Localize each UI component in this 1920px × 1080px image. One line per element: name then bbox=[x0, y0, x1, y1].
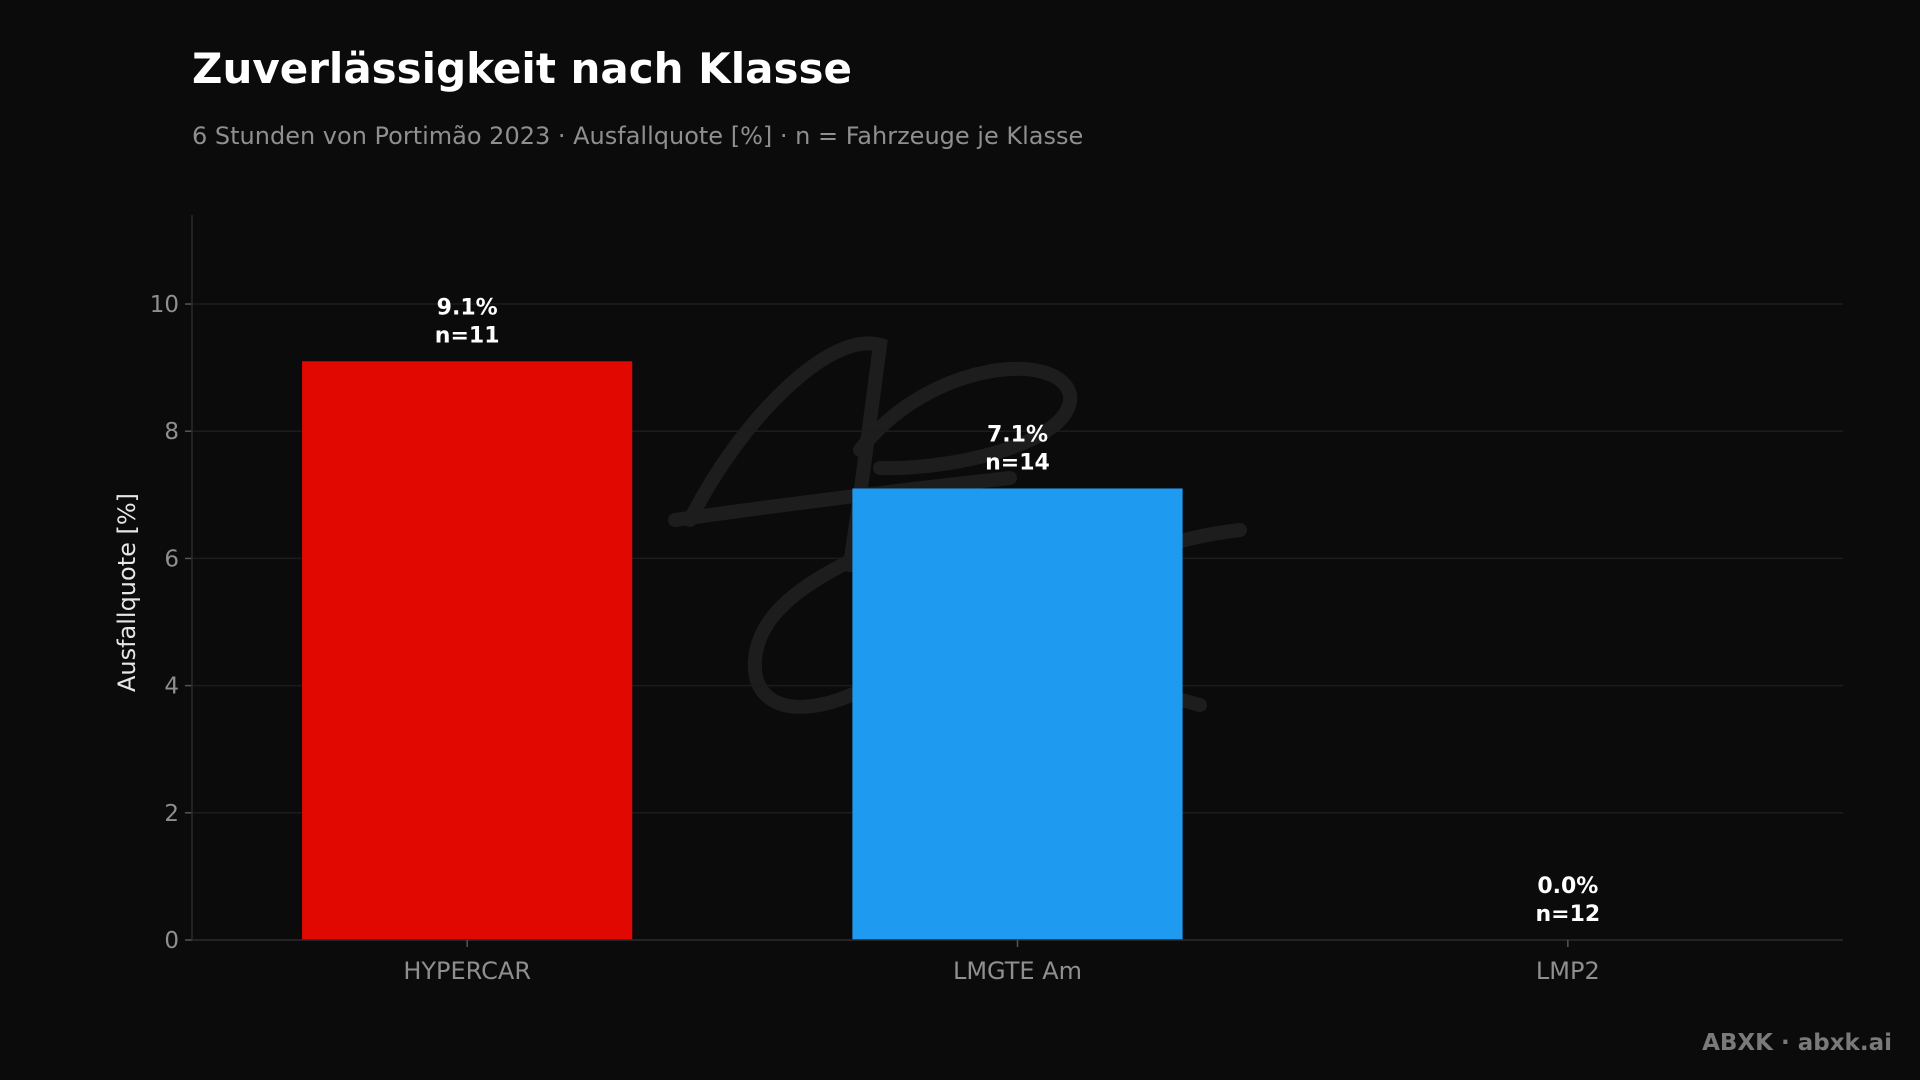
y-tick-label: 2 bbox=[164, 801, 179, 827]
chart-axes: 0 2 4 6 8 10 Ausfallquote [%] HYPERCAR LMGTE Am L… bbox=[113, 215, 1843, 985]
bar-n-label: n=14 bbox=[985, 450, 1050, 475]
y-tick-label: 10 bbox=[150, 292, 179, 318]
bar-value-label: 7.1% bbox=[987, 422, 1048, 447]
y-tick-label: 8 bbox=[164, 419, 179, 445]
bar-value-label: 0.0% bbox=[1537, 874, 1598, 899]
y-tick-label: 6 bbox=[164, 546, 179, 572]
y-tick-label: 0 bbox=[164, 928, 179, 954]
bar-lmgte-am bbox=[852, 488, 1183, 940]
chart-subtitle: 6 Stunden von Portimão 2023 · Ausfallquo… bbox=[192, 122, 1084, 150]
chart-bars bbox=[302, 361, 1183, 940]
x-tick-label: LMGTE Am bbox=[953, 957, 1082, 985]
bar-value-label: 9.1% bbox=[437, 295, 498, 320]
bar-n-label: n=12 bbox=[1535, 902, 1600, 927]
chart-title: Zuverlässigkeit nach Klasse bbox=[192, 44, 852, 93]
chart-value-labels: 9.1% n=11 7.1% n=14 0.0% n=12 bbox=[435, 295, 1600, 927]
footer-credit: ABXK · abxk.ai bbox=[1702, 1030, 1892, 1056]
y-axis-label: Ausfallquote [%] bbox=[113, 493, 141, 692]
bar-n-label: n=11 bbox=[435, 323, 500, 348]
y-tick-label: 4 bbox=[164, 674, 179, 700]
x-tick-label: HYPERCAR bbox=[403, 957, 531, 985]
x-tick-label: LMP2 bbox=[1536, 957, 1600, 985]
bar-hypercar bbox=[302, 361, 633, 940]
